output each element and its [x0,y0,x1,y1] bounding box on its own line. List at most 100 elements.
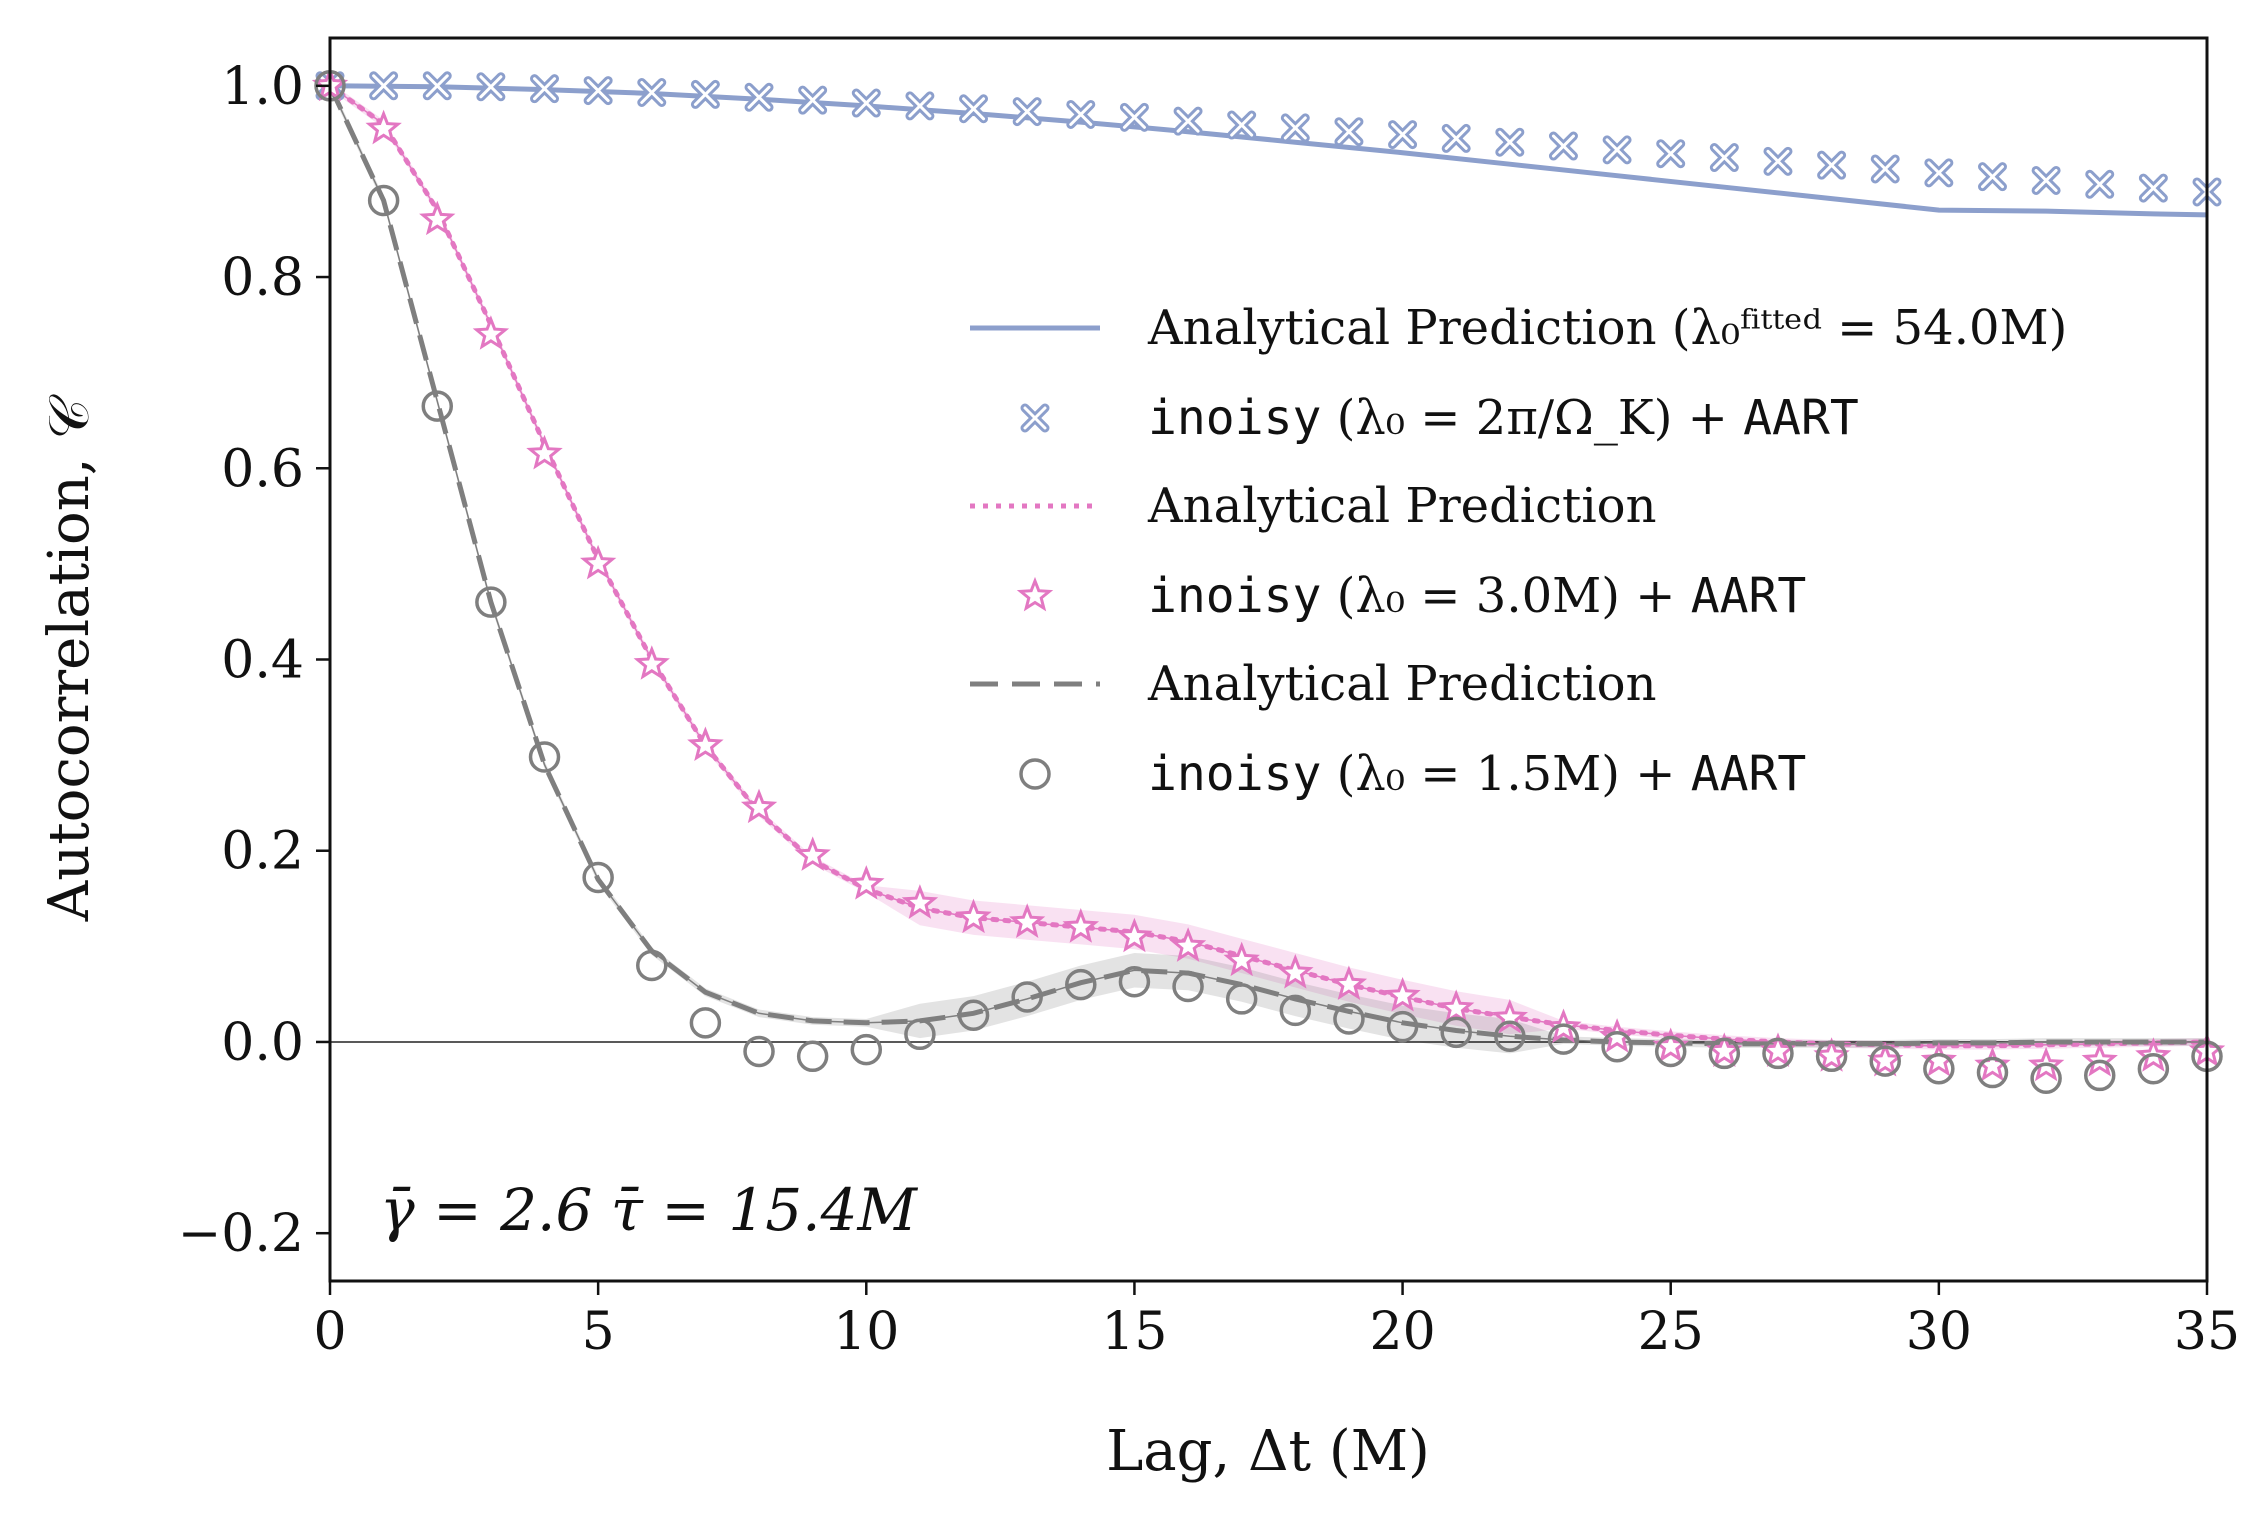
legend: Analytical Prediction (λ₀ᶠⁱᵗᵗᵉᵈ = 54.0M)… [970,300,2067,802]
data-point-pink-star [1491,998,1529,1034]
data-point-blue-x-inner [640,81,664,105]
x-axis-title: Lag, Δt (M) [1106,1419,1430,1484]
legend-label-2-text: (λ₀ = 2π/Ω_K) + [1321,390,1743,446]
data-point-blue-x-inner [1551,134,1575,158]
data-point-gray-circle [1065,968,1097,1001]
data-point-gray-circle [1386,1010,1419,1043]
y-tick-label: 0.6 [221,439,304,499]
data-point-blue-x-inner [372,74,396,98]
data-point-pink-star [1974,1046,2011,1082]
legend-label-2-code2: AART [1743,390,1859,446]
data-point-blue-x-inner [1605,138,1629,162]
data-point-blue-x-inner [962,97,986,121]
data-point-pink-star [1598,1018,1636,1053]
data-point-blue-x-inner [1015,100,1039,124]
data-point-gray-circle [636,949,668,982]
data-point-pink-star [687,726,724,762]
data-point-blue-x-inner [1176,109,1200,133]
data-point-blue-x-inner [1820,153,1844,177]
data-point-blue-x-inner [1391,123,1415,147]
data-point-gray-circle [1762,1037,1794,1070]
data-point-gray-circle [689,1007,722,1039]
legend-label-4-code2: AART [1691,568,1807,624]
data-point-gray-circle [2083,1059,2116,1092]
data-point-blue-x-inner [801,88,825,112]
data-point-blue-x-inner [1659,142,1683,166]
data-point-blue-x-inner [1766,149,1790,173]
data-point-blue-x-inner [1712,146,1736,170]
data-point-gray-circle [850,1033,883,1066]
data-point-blue-x-inner [1498,130,1522,154]
data-point-pink-star [2081,1042,2118,1077]
x-tick-label: 0 [313,1302,346,1362]
data-point-blue-x-inner [533,77,557,101]
data-point-gray-circle [1333,1003,1365,1035]
data-point-pink-star [1813,1037,1850,1072]
data-point-gray-circle [1654,1035,1687,1068]
x-axis-ticks: 0 5 10 15 20 25 30 35 [313,1281,2240,1362]
data-point-pink-star [794,836,831,871]
legend-label-2-code: inoisy [1148,390,1321,446]
legend-label-3: Analytical Prediction [1147,478,1656,534]
y-axis-title: Autocorrelation, 𝒞 [37,394,102,923]
x-tick-label: 15 [1101,1302,1167,1362]
data-point-pink-star [1330,965,1368,1001]
y-tick-label: 0.2 [221,822,304,882]
data-point-blue-x-inner [1230,113,1254,137]
data-point-blue-x-inner [1873,157,1897,181]
legend-label-4: inoisy (λ₀ = 3.0M) + AART [1148,568,1806,624]
data-point-blue-x-inner [747,85,771,109]
legend-swatch-blue-x [1020,403,1050,433]
data-point-gray-circle [1279,994,1312,1027]
data-point-pink-star [526,434,563,470]
data-point-pink-star [1920,1042,1957,1077]
data-point-gray-circle [1011,981,1043,1013]
data-point-gray-circle [1815,1040,1848,1073]
data-point-gray-circle [1923,1052,1955,1085]
data-point-blue-x-inner [479,75,503,99]
series-line-pink-thin [329,85,2208,1047]
x-tick-label: 10 [833,1302,899,1362]
legend-marker-star [1016,576,1054,612]
data-point-pink-star [1062,908,1100,943]
data-point-blue-x-inner [586,79,610,103]
y-tick-label: 1.0 [221,57,304,117]
data-point-blue-x-inner [2088,172,2112,196]
data-point-gray-circle [1494,1020,1526,1052]
legend-swatch-gray-circle [1019,758,1051,790]
marker-layer [311,66,2226,1095]
data-point-pink-star [848,865,885,900]
data-point-gray-circle [1225,983,1258,1015]
data-point-gray-circle [1547,1023,1580,1055]
data-point-pink-star [1223,941,1260,977]
legend-label-6-text: (λ₀ = 1.5M) + [1321,746,1690,802]
data-point-gray-circle [796,1040,829,1073]
series-line-gray-thin [329,85,2207,1045]
data-point-blue-x-inner [1122,105,1146,129]
x-tick-label: 30 [1906,1302,1972,1362]
data-point-pink-star [1008,903,1046,938]
x-tick-label: 25 [1638,1302,1704,1362]
data-point-pink-star [580,544,617,580]
x-tick-label: 35 [2174,1302,2240,1362]
data-point-gray-circle [1440,1016,1472,1049]
data-point-pink-star [1277,953,1314,989]
data-point-gray-circle [2137,1052,2170,1085]
data-point-blue-x-inner [1927,161,1951,185]
data-point-pink-star [1169,927,1207,962]
data-point-blue-x-inner [1283,116,1307,140]
data-point-gray-circle [1601,1030,1633,1063]
data-point-blue-x-inner [1069,102,1093,126]
data-point-blue-x-inner [2034,168,2058,192]
data-point-blue-x-inner [425,74,449,98]
y-axis-ticks: −0.2 0.0 0.2 0.4 0.6 0.8 1.0 [178,57,330,1264]
data-point-gray-circle [904,1018,936,1051]
data-point-pink-star [740,788,778,824]
legend-label-4-text: (λ₀ = 3.0M) + [1321,568,1690,624]
legend-marker-circle [1019,758,1051,790]
y-tick-label: 0.4 [221,631,304,691]
legend-label-6: inoisy (λ₀ = 1.5M) + AART [1148,746,1806,802]
legend-label-5: Analytical Prediction [1147,656,1656,712]
data-point-blue-x-inner [2141,176,2165,200]
